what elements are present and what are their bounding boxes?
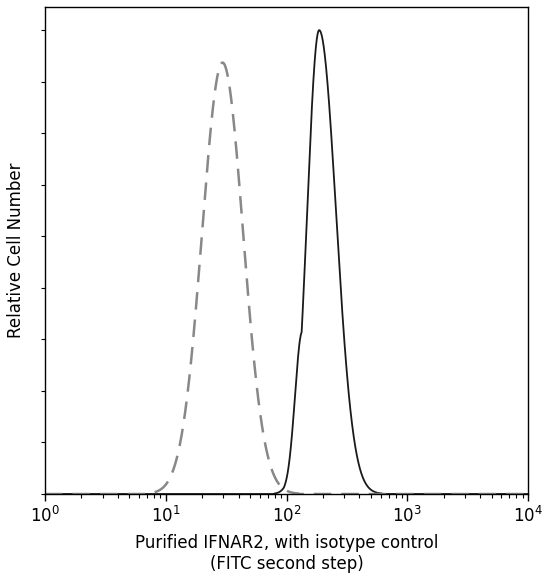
Y-axis label: Relative Cell Number: Relative Cell Number [7,163,25,338]
X-axis label: Purified IFNAR2, with isotype control
(FITC second step): Purified IFNAR2, with isotype control (F… [135,534,438,573]
